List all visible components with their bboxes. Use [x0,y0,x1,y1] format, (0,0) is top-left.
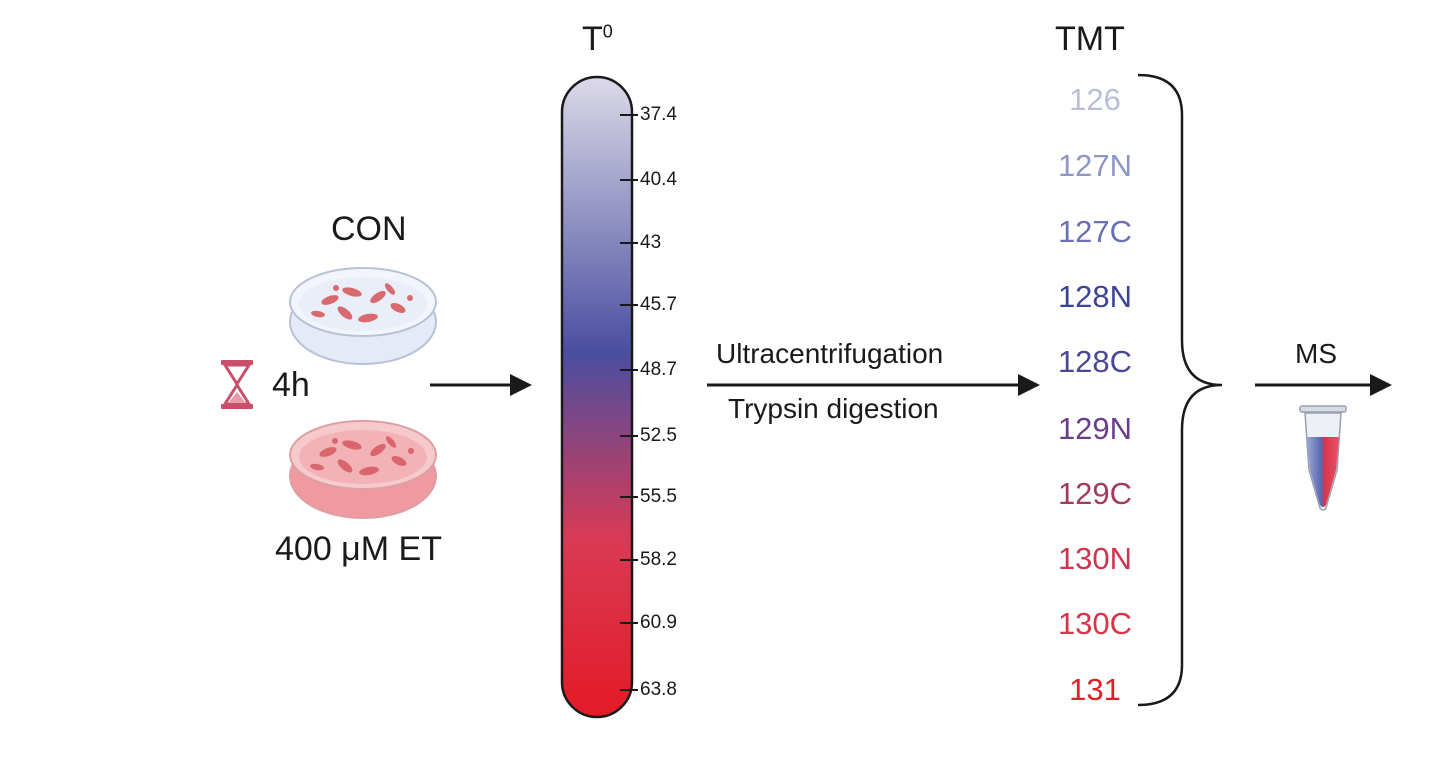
tick-label: 40.4 [640,169,677,190]
tmt-label: 129N [1057,411,1133,446]
tmt-label: 130N [1057,541,1133,576]
arrow-to-tmt [707,374,1040,396]
ms-tube-icon [1299,405,1347,511]
tmt-brace [1137,73,1223,707]
tmt-label: 126 [1069,82,1121,117]
process-step-ultracentrifugation: Ultracentrifugation [716,338,944,369]
time-label: 4h [272,366,310,404]
tick-label: 58.2 [640,549,677,570]
temperature-gradient-bar [560,75,634,719]
treatment-label: 400 μM ET [275,530,442,568]
control-label: CON [331,210,407,248]
temperature-title-superscript: 0 [602,21,613,42]
arrow-to-ms [1255,374,1392,396]
tmt-label: 127N [1057,148,1133,183]
tmt-label: 129C [1057,476,1133,511]
temperature-ticks [620,114,638,691]
tick-label: 37.4 [640,104,677,125]
tick-label: 45.7 [640,294,677,315]
process-step-trypsin-digestion: Trypsin digestion [728,393,939,424]
tick-label: 63.8 [640,679,677,700]
tmt-label: 131 [1069,672,1121,707]
arrow-to-thermometer [430,374,532,396]
tick-label: 43 [640,232,662,253]
control-petri-dish [289,267,437,365]
tmt-label: 130C [1057,606,1133,641]
hourglass-icon [221,360,253,409]
tmt-title: TMT [1055,20,1125,58]
tmt-label: 128N [1057,279,1133,314]
tick-label: 48.7 [640,359,677,380]
temperature-title: T0 [582,20,613,58]
ms-label: MS [1295,338,1337,369]
tmt-label: 128C [1057,344,1133,379]
tick-label: 55.5 [640,486,677,507]
tmt-label: 127C [1057,214,1133,249]
tick-label: 60.9 [640,612,677,633]
treatment-petri-dish [289,420,437,519]
tick-label: 52.5 [640,425,677,446]
